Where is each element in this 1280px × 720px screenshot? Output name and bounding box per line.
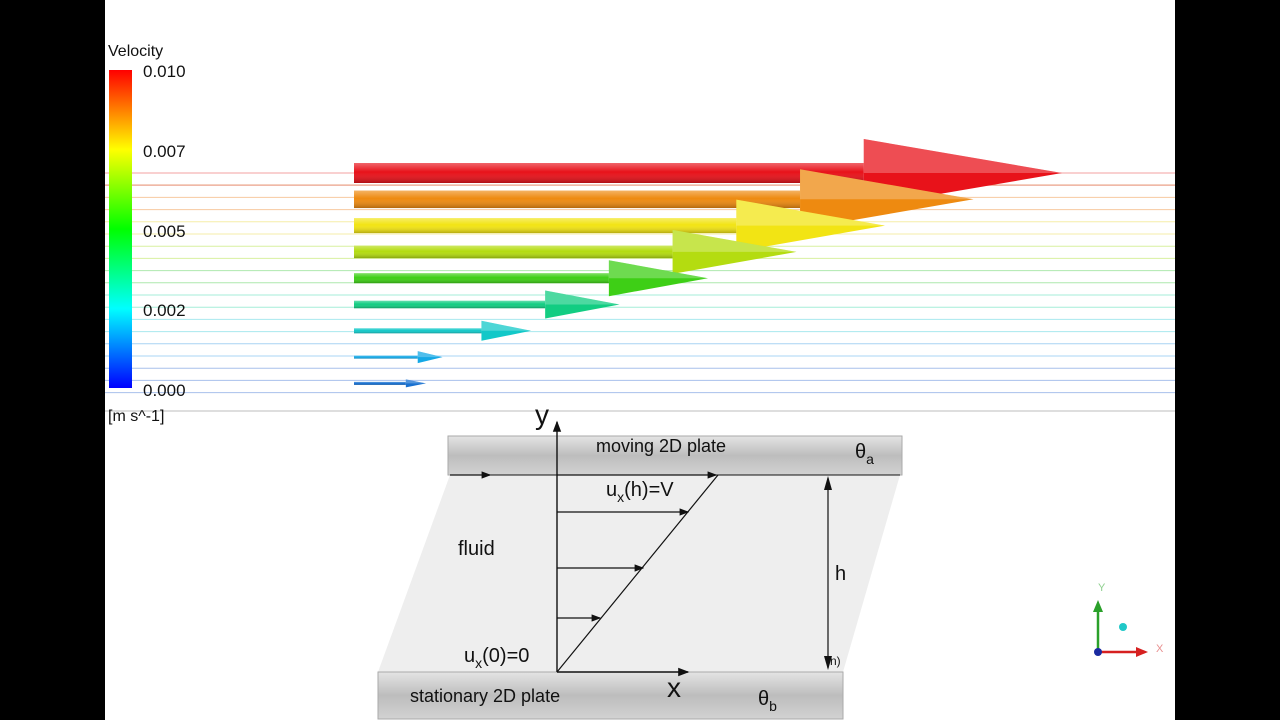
velocity-vector: [354, 139, 1062, 207]
vector-head-highlight: [608, 260, 708, 279]
top-plate-label: moving 2D plate: [596, 436, 726, 456]
triad-sphere: [1119, 623, 1127, 631]
velocity-vector: [354, 199, 885, 252]
fluid-region: [378, 475, 900, 672]
top-bc-label: ux(h)=V: [606, 479, 674, 505]
fluid-label: fluid: [458, 538, 495, 560]
legend-ticks: 0.010 0.007 0.005 0.002 0.000: [143, 62, 186, 400]
height-label: h: [835, 563, 846, 585]
vector-shaft-shade: [354, 163, 864, 183]
legend-tick-label: 0.007: [143, 142, 186, 161]
vector-head-highlight: [481, 320, 531, 331]
triad-origin: [1094, 648, 1102, 656]
vector-head-highlight: [672, 229, 797, 252]
vector-head: [405, 379, 426, 388]
velocity-vector: [354, 260, 708, 297]
vector-head-highlight: [863, 139, 1062, 173]
axes-triad: Y X: [1093, 582, 1164, 657]
legend-title: Velocity: [108, 43, 163, 60]
bottom-plate: [377, 671, 844, 720]
velocity-vector: [354, 290, 620, 319]
velocity-vector: [354, 169, 974, 230]
legend-tick-label: 0.005: [143, 222, 186, 241]
vector-head-highlight: [405, 379, 426, 384]
vector-head-highlight: [417, 351, 443, 358]
velocity-vector: [354, 379, 426, 388]
vector-shaft-shade: [354, 381, 406, 385]
vector-head: [672, 229, 797, 274]
bottom-plate-label: stationary 2D plate: [410, 686, 560, 706]
vector-head: [417, 351, 443, 364]
height-arrow-top: [824, 476, 832, 490]
triad-x-arrow: [1136, 647, 1148, 657]
profile-line: [556, 474, 719, 673]
velocity-vector: [354, 320, 531, 341]
vector-head: [545, 290, 620, 319]
legend-tick-label: 0.002: [143, 301, 186, 320]
vector-shaft-shade: [354, 190, 801, 209]
vector-shaft-shade: [354, 300, 546, 309]
legend-tick-label: 0.010: [143, 62, 186, 81]
vector-head: [481, 320, 531, 341]
height-arrow-bottom: [824, 656, 832, 670]
theta-b-label: θb: [758, 688, 777, 714]
triad-x-label: X: [1156, 643, 1164, 655]
vector-shaft-shade: [354, 218, 737, 234]
velocity-vectors: [354, 139, 1062, 388]
legend-tick-label: 0.000: [143, 381, 186, 400]
velocity-vector: [354, 229, 797, 274]
vector-head-highlight: [736, 199, 885, 226]
vector-shaft-shade: [354, 328, 482, 334]
legend-colorbar: [109, 70, 132, 388]
x-axis-label: x: [667, 672, 681, 703]
vector-head-highlight: [545, 290, 620, 305]
vector-shaft-shade: [354, 273, 609, 284]
vector-shaft-shade: [354, 355, 418, 359]
theta-a-label: θa: [855, 441, 874, 467]
top-plate: [447, 435, 903, 476]
legend-unit: [m s^-1]: [108, 408, 164, 425]
triad-y-label: Y: [1098, 582, 1106, 594]
triad-y-arrow: [1093, 600, 1103, 612]
vector-head: [736, 199, 885, 252]
vector-head-highlight: [800, 169, 974, 200]
color-legend: Velocity 0.010 0.007 0.005 0.002 0.000 [m s^…: [108, 43, 186, 425]
vector-head: [800, 169, 974, 230]
couette-diagram: y x moving 2D plate stationary 2D plate …: [377, 399, 903, 720]
bottom-bc-label: ux(0)=0: [464, 645, 529, 671]
y-axis-label: y: [535, 399, 549, 430]
velocity-vector: [354, 351, 443, 364]
vector-shaft-shade: [354, 245, 673, 259]
vector-head: [608, 260, 708, 297]
stray-label: n): [830, 654, 841, 668]
